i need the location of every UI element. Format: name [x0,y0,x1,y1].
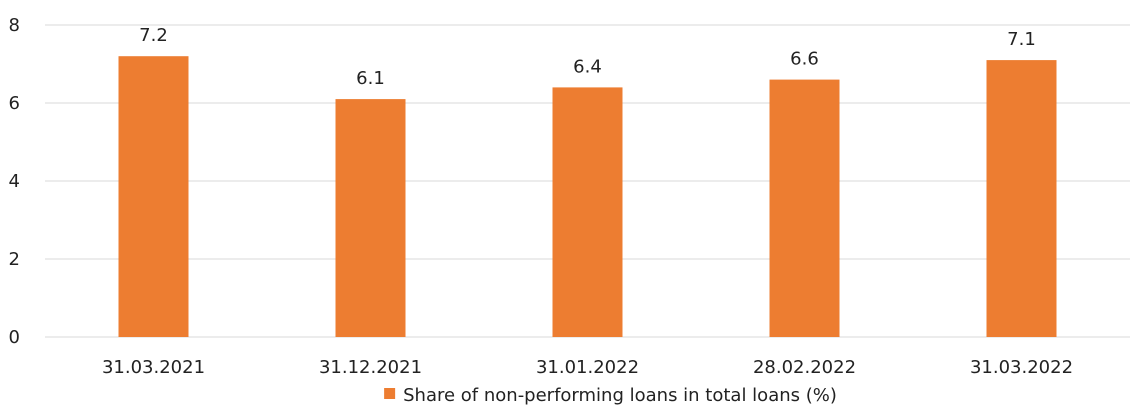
x-tick-label: 28.02.2022 [753,357,856,378]
bar [118,56,189,337]
bar [552,87,623,338]
bar [335,99,406,337]
x-tick-label: 31.01.2022 [536,357,639,378]
legend-label: Share of non-performing loans in total l… [403,385,837,405]
legend: Share of non-performing loans in total l… [384,385,837,405]
x-tick-label: 31.03.2022 [970,357,1073,378]
y-tick-label: 4 [9,171,20,192]
y-axis: 0 2 4 6 8 [9,15,20,348]
y-tick-label: 0 [9,327,20,348]
data-label: 7.1 [1007,29,1036,50]
y-tick-label: 2 [9,249,20,270]
bar [986,60,1057,337]
bar [769,79,840,337]
x-axis: 31.03.2021 31.12.2021 31.01.2022 28.02.2022… [102,357,1073,378]
legend-swatch [384,388,396,399]
x-tick-label: 31.03.2021 [102,357,205,378]
y-tick-label: 6 [9,93,20,114]
data-label: 6.4 [573,56,602,77]
y-tick-label: 8 [9,15,20,36]
data-labels: 7.2 6.1 6.4 6.6 7.1 [139,25,1036,89]
data-label: 6.1 [356,68,385,89]
data-label: 6.6 [790,49,819,70]
x-tick-label: 31.12.2021 [319,357,422,378]
bars [118,56,1057,338]
data-label: 7.2 [139,25,168,46]
